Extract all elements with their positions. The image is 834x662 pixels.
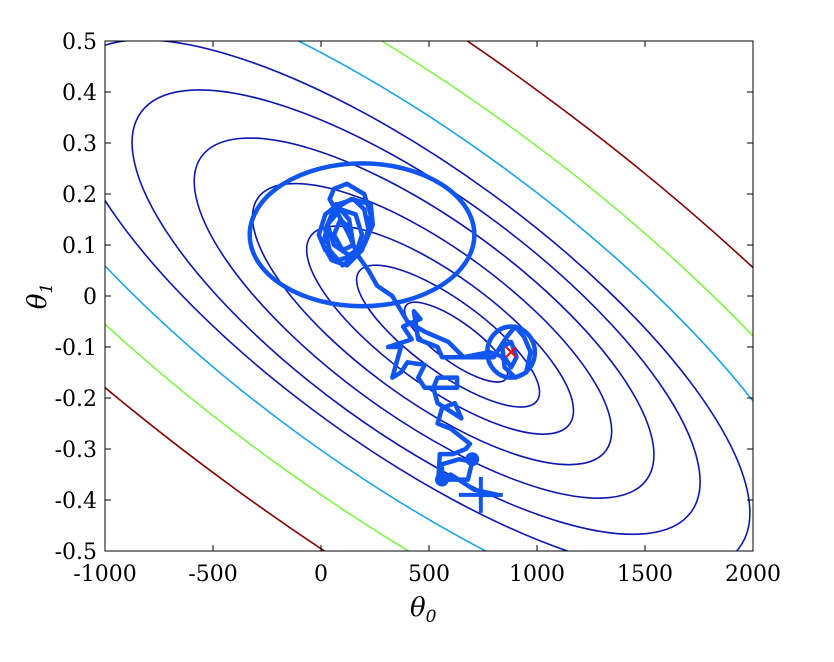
x-tick-label: 1000 bbox=[509, 562, 565, 587]
y-tick-label: 0.3 bbox=[62, 132, 97, 157]
contour-level bbox=[305, 225, 575, 435]
x-tick-label: 2000 bbox=[725, 562, 781, 587]
x-axis-label: θ0 bbox=[410, 593, 437, 627]
y-tick-label: -0.3 bbox=[55, 438, 97, 463]
y-tick-label: -0.1 bbox=[55, 336, 97, 361]
trajectory-path bbox=[247, 161, 538, 513]
y-tick-label: 0.2 bbox=[62, 183, 97, 208]
x-tick-label: -500 bbox=[188, 562, 237, 587]
contour-level bbox=[131, 89, 701, 536]
x-axis-ticks: -1000 -500 0 500 1000 1500 2000 bbox=[73, 41, 781, 587]
y-tick-label: -0.5 bbox=[55, 540, 97, 565]
x-tick-label: 1500 bbox=[617, 562, 673, 587]
y-axis-label: θ1 bbox=[23, 283, 57, 309]
trajectory-dot bbox=[465, 452, 480, 467]
trajectory-loop bbox=[485, 324, 538, 380]
x-tick-label: 500 bbox=[408, 562, 450, 587]
minimum-marker-b bbox=[505, 346, 517, 358]
x-tick-label: -1000 bbox=[73, 562, 136, 587]
y-tick-label: 0.1 bbox=[62, 234, 97, 259]
y-tick-label: -0.4 bbox=[55, 489, 97, 514]
contour-level bbox=[251, 182, 613, 466]
plot-frame bbox=[104, 40, 754, 552]
y-tick-label: 0.4 bbox=[62, 81, 97, 106]
y-tick-label: 0.5 bbox=[62, 30, 97, 55]
contour-level bbox=[193, 137, 655, 499]
y-tick-label: 0 bbox=[83, 285, 97, 310]
x-tick-label: 0 bbox=[314, 562, 328, 587]
trajectory-line bbox=[316, 181, 533, 498]
y-axis-ticks: -0.5 -0.4 -0.3 -0.2 -0.1 0 0.1 0.2 0.3 0.4 0.5 bbox=[55, 30, 753, 565]
trajectory-loop bbox=[247, 161, 477, 309]
trajectory-dot bbox=[434, 472, 449, 487]
y-tick-label: -0.2 bbox=[55, 387, 97, 412]
